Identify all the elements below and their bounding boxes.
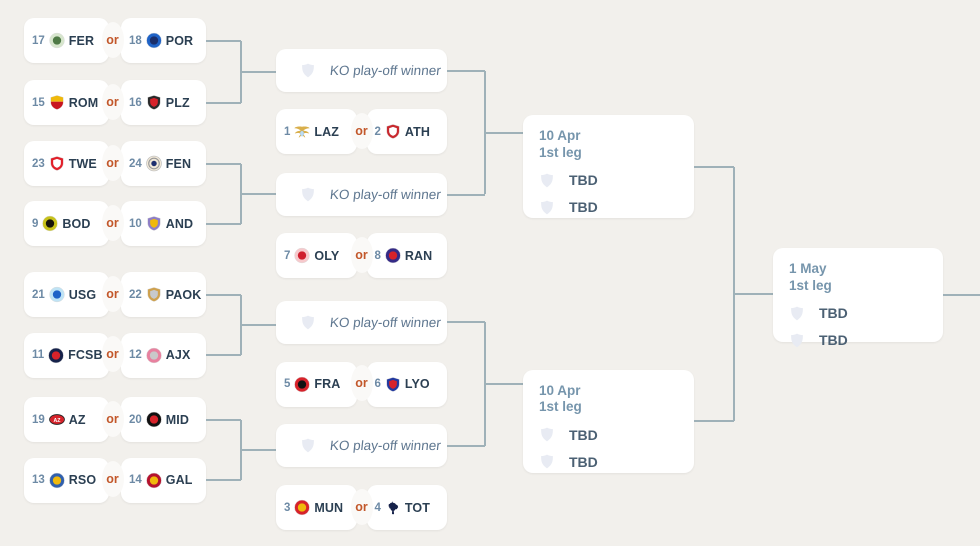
svg-text:AZ: AZ [53,418,61,424]
